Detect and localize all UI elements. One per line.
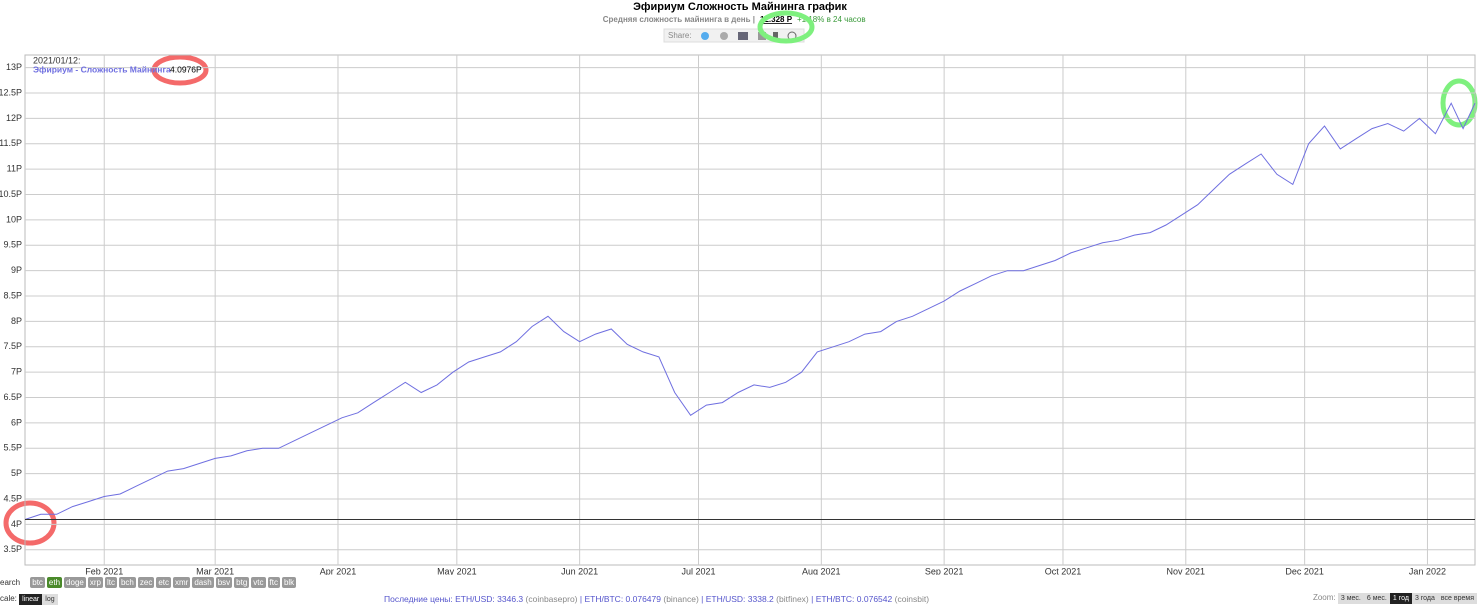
separator: | xyxy=(577,594,585,604)
x-tick-label: Jun 2021 xyxy=(561,566,598,575)
price-pair: ETH/BTC: 0.076542 xyxy=(815,594,893,604)
coin-button[interactable]: bch xyxy=(118,577,136,588)
chart-title: Эфириум Сложность Майнинга график xyxy=(633,1,847,13)
twitter-icon[interactable] xyxy=(701,32,709,40)
y-tick-label: 7P xyxy=(11,367,22,377)
price-pair: ETH/BTC: 0.076479 xyxy=(584,594,661,604)
y-tick-label: 8.5P xyxy=(3,290,22,300)
prices: Последние цены: ETH/USD: 3346.3 (coinbas… xyxy=(384,594,929,604)
coin-row: earch btc eth doge xrp ltc bch zec etc xmr dash bs… xyxy=(0,577,298,588)
scale-buttons: linear log xyxy=(19,594,58,605)
y-tick-label: 8P xyxy=(11,316,22,326)
x-tick-label: Jul 2021 xyxy=(681,566,715,575)
x-tick-label: Apr 2021 xyxy=(320,566,357,575)
tooltip-value: 4.0976P xyxy=(170,64,202,74)
y-tick-label: 9.5P xyxy=(3,240,22,250)
price-pair: ETH/USD: 3338.2 xyxy=(705,594,774,604)
scale-label: cale: xyxy=(0,594,17,603)
zoom-label: Zoom: xyxy=(1312,593,1336,602)
x-tick-label: Nov 2021 xyxy=(1167,566,1206,575)
coin-button[interactable]: xmr xyxy=(173,577,191,588)
y-tick-label: 11.5P xyxy=(0,138,22,148)
separator: | xyxy=(808,594,816,604)
x-tick-label: Aug 2021 xyxy=(802,566,841,575)
coin-button[interactable]: xrp xyxy=(87,577,103,588)
price-source: (binance) xyxy=(663,594,699,604)
subtitle: Средняя сложность майнинга в день | xyxy=(603,15,755,24)
y-tick-label: 6.5P xyxy=(3,392,22,402)
y-tick-label: 4.5P xyxy=(3,493,22,503)
coin-button[interactable]: vtc xyxy=(251,577,266,588)
coin-button[interactable]: etc xyxy=(156,577,171,588)
x-tick-label: Jan 2022 xyxy=(1409,566,1446,575)
coin-button[interactable]: dash xyxy=(192,577,214,588)
annotation-circle xyxy=(151,54,209,86)
coin-button[interactable]: btc xyxy=(30,577,45,588)
y-tick-label: 9P xyxy=(11,265,22,275)
vk-icon[interactable] xyxy=(738,32,748,40)
y-tick-label: 7.5P xyxy=(3,341,22,351)
x-tick-label: Feb 2021 xyxy=(85,566,123,575)
zoom-button[interactable]: 3 года xyxy=(1411,593,1438,604)
y-tick-label: 5.5P xyxy=(3,443,22,453)
annotation-circle xyxy=(757,10,815,44)
price-source: (coinsbit) xyxy=(894,594,930,604)
y-tick-label: 13P xyxy=(6,62,22,72)
x-tick-label: Sep 2021 xyxy=(925,566,964,575)
zoom-button[interactable]: 3 мес. xyxy=(1337,593,1364,604)
current-value: 12.328 P xyxy=(760,15,793,24)
facebook-icon[interactable] xyxy=(773,32,778,41)
y-tick-label: 6P xyxy=(11,417,22,427)
y-tick-label: 12.5P xyxy=(0,87,22,97)
zoom-button[interactable]: 6 мес. xyxy=(1363,593,1390,604)
coin-button[interactable]: ltc xyxy=(104,577,117,588)
x-tick-label: Oct 2021 xyxy=(1045,566,1082,575)
separator: | xyxy=(698,594,706,604)
x-tick-label: Dec 2021 xyxy=(1285,566,1324,575)
reddit-icon[interactable] xyxy=(720,32,728,40)
coin-button[interactable]: blk xyxy=(281,577,297,588)
search-label: earch xyxy=(0,578,21,587)
scale-button[interactable]: log xyxy=(42,594,58,605)
prices-label: Последние цены: xyxy=(384,594,453,604)
scale-button[interactable]: linear xyxy=(19,594,43,605)
tooltip-series: Эфириум - Сложность Майнинга xyxy=(33,64,171,74)
zoom-button[interactable]: все время xyxy=(1437,593,1477,604)
zoom-buttons: 3 мес. 6 мес. 1 год 3 года все время xyxy=(1337,593,1477,604)
zoom-button[interactable]: 1 год xyxy=(1389,593,1412,604)
coin-button[interactable]: zec xyxy=(137,577,155,588)
coin-buttons: btc eth doge xrp ltc bch zec etc xmr dash bsv btg vt… xyxy=(30,577,298,588)
y-tick-label: 10.5P xyxy=(0,189,22,199)
y-tick-label: 11P xyxy=(7,164,22,174)
y-tick-label: 3.5P xyxy=(3,544,22,554)
chart: Эфириум Сложность Майнинга график Средня… xyxy=(0,1,1478,575)
annotation-circle xyxy=(3,500,57,546)
price-pair: ETH/USD: 3346.3 xyxy=(455,594,524,604)
coin-button[interactable]: eth xyxy=(46,577,63,588)
data-line xyxy=(24,102,1476,520)
y-tick-label: 12P xyxy=(6,113,22,123)
price-source: (bitfinex) xyxy=(776,594,809,604)
price-source: (coinbasepro) xyxy=(525,594,578,604)
tooltip-date: 2021/01/12: xyxy=(33,55,81,65)
coin-button[interactable]: btg xyxy=(234,577,250,588)
y-tick-label: 4P xyxy=(11,519,22,529)
y-tick-label: 5P xyxy=(11,468,22,478)
coin-button[interactable]: ftc xyxy=(267,577,280,588)
change: +1.18% в 24 часов xyxy=(797,15,866,24)
y-tick-label: 10P xyxy=(6,214,22,224)
x-tick-label: Mar 2021 xyxy=(196,566,234,575)
share-label: Share: xyxy=(668,31,692,40)
x-tick-label: May 2021 xyxy=(437,566,477,575)
scale-row: cale: linear log xyxy=(0,594,58,605)
coin-button[interactable]: bsv xyxy=(215,577,233,588)
plot-area xyxy=(24,54,1476,566)
zoom-row: Zoom: 3 мес. 6 мес. 1 год 3 года все время xyxy=(1313,593,1477,604)
coin-button[interactable]: doge xyxy=(64,577,86,588)
